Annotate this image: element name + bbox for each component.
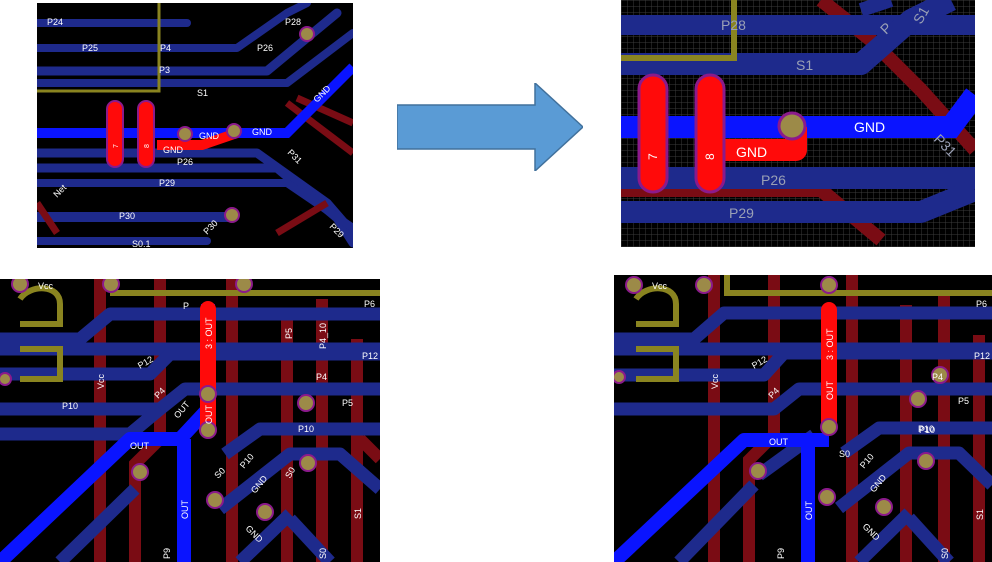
net-label: S1 [796, 57, 813, 73]
net-label: P9 [162, 548, 172, 559]
net-label: P10 [62, 401, 78, 411]
pad-label: 8 [144, 144, 151, 148]
net-label: GND [163, 145, 184, 155]
net-label: P10 [298, 424, 314, 434]
pad-label: 3 : OUT [204, 317, 214, 349]
pad-label: 7 [113, 144, 120, 148]
arrow-right-icon [396, 81, 585, 176]
net-label: Vcc [652, 281, 668, 291]
net-label: P26 [761, 172, 786, 188]
net-label: P28 [721, 17, 746, 33]
net-label: P5 [342, 398, 353, 408]
net-label: P4 [932, 372, 943, 382]
net-label: S0 [212, 466, 227, 481]
net-label: P6 [364, 299, 375, 309]
net-label: P26 [177, 157, 193, 167]
net-label: P12 [974, 351, 990, 361]
pad-label: 7 [646, 153, 660, 160]
pcb-panel-bottom-right: Vcc P6 P12 P4 P5 P10 3 : OUT OUT OUT OUT… [614, 275, 992, 562]
net-label: Vcc [96, 373, 106, 389]
vias [614, 276, 949, 516]
net-label: P10 [858, 452, 876, 471]
net-label: P5 [284, 328, 294, 339]
net-label: S0.1 [132, 239, 151, 248]
top-traces [37, 94, 353, 237]
net-label: S0 [940, 548, 950, 559]
silkscreen-outline [37, 3, 161, 93]
net-label: P10 [238, 452, 256, 471]
net-label: S1 [197, 88, 208, 98]
vias [0, 279, 317, 521]
bottom-traces [0, 307, 380, 562]
net-label: P24 [47, 17, 63, 27]
net-label: P4 [160, 43, 171, 53]
pcb-panel-bottom-left: Vcc P6 P12 P4 P5 P10 3 : OUT OUT OUT OUT… [0, 279, 380, 562]
net-label: P4_10 [318, 323, 328, 349]
bottom-traces [621, 0, 975, 223]
pcb-panel-top-left: P24 P25 P4 P26 P28 P3 S1 GND GND GND GND… [37, 3, 353, 248]
net-label: P12 [362, 351, 378, 361]
silkscreen-outline [621, 0, 737, 61]
net-label: P29 [159, 178, 175, 188]
net-label: P26 [257, 43, 273, 53]
net-label: P4 [316, 372, 327, 382]
out-net [0, 301, 216, 562]
net-label: OUT [804, 501, 814, 521]
net-label: P10 [918, 424, 934, 434]
net-label: P29 [729, 205, 754, 221]
pcb-panel-top-right: P28 S1 GND GND P26 P29 P31 7 8 P S1 [621, 0, 975, 247]
net-label: GND [252, 127, 273, 137]
net-label: Vcc [710, 373, 720, 389]
net-label: P31 [286, 147, 304, 165]
pad-label: 3 : OUT [825, 328, 835, 360]
silkscreen [633, 275, 992, 382]
net-label: P28 [285, 17, 301, 27]
net-label: S1 [353, 508, 363, 519]
net-label: Vcc [38, 281, 54, 291]
out-net [614, 302, 837, 562]
net-label: P [183, 301, 189, 311]
net-label: P3 [159, 65, 170, 75]
gnd-net [37, 63, 353, 168]
pad-label: 8 [703, 153, 717, 160]
net-label: OUT [204, 405, 214, 425]
net-label: P30 [119, 211, 135, 221]
vias [177, 26, 315, 223]
net-label: P5 [958, 396, 969, 406]
net-label: P9 [776, 548, 786, 559]
net-label: GND [736, 144, 767, 160]
net-label: GND [854, 119, 885, 135]
net-label: P6 [976, 299, 987, 309]
net-label: OUT [130, 441, 150, 451]
net-label: OUT [180, 500, 190, 520]
net-label: S1 [910, 3, 933, 26]
net-label: OUT [769, 437, 789, 447]
net-label: OUT [825, 381, 835, 401]
net-label: P10 [919, 425, 935, 435]
net-label: S0 [839, 449, 850, 459]
vias [777, 111, 807, 141]
net-label: GND [199, 131, 220, 141]
net-label: S0 [283, 465, 297, 480]
net-label: P25 [82, 43, 98, 53]
net-label: S0 [318, 548, 328, 559]
net-label: S1 [975, 509, 985, 520]
